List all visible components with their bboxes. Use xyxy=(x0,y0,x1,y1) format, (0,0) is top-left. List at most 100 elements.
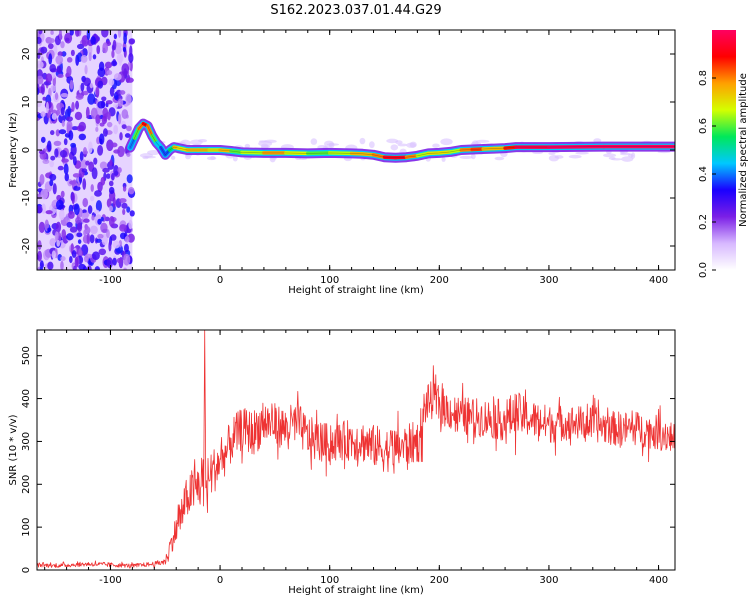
noise-blob xyxy=(50,85,56,92)
noise-blob xyxy=(55,199,64,211)
noise-blob xyxy=(92,251,100,261)
snr-frame xyxy=(36,329,676,571)
noise-blob xyxy=(102,128,108,137)
noise-blob xyxy=(86,233,91,245)
spectrogram-y-tick-label: 20 xyxy=(21,48,32,61)
noise-blob xyxy=(100,176,106,186)
ridge-halo xyxy=(575,151,589,155)
noise-blob xyxy=(117,30,122,38)
spectrogram-y-ticks: -20 -10 0 10 20 xyxy=(21,48,675,254)
noise-blob xyxy=(106,139,114,152)
snr-y-tick-label: 0 xyxy=(21,567,32,573)
noise-blob xyxy=(95,86,100,98)
snr-x-ticks: -100 0 100 200 300 400 xyxy=(44,330,668,586)
noise-blob xyxy=(123,267,127,270)
snr-x-tick-label: 100 xyxy=(320,575,339,586)
noise-blob xyxy=(49,64,57,73)
noise-blob xyxy=(111,49,115,59)
noise-blob xyxy=(78,121,87,132)
noise-blob xyxy=(104,61,112,69)
ridge-halo xyxy=(475,139,490,143)
noise-blob xyxy=(95,238,102,243)
colorbar-tick-label: 0.8 xyxy=(698,70,709,86)
ridge-halo xyxy=(494,156,505,161)
noise-blob xyxy=(94,190,102,197)
noise-blob xyxy=(56,109,60,116)
colorbar-label: Normalized spectral amplitude xyxy=(738,73,749,227)
noise-blob xyxy=(113,73,122,81)
noise-blob xyxy=(121,63,130,76)
ridge-halo xyxy=(548,152,556,155)
noise-blob xyxy=(37,205,43,214)
noise-blob xyxy=(72,173,81,178)
noise-blob xyxy=(92,54,97,60)
noise-blob xyxy=(89,234,95,244)
noise-blob xyxy=(99,133,105,145)
noise-blob xyxy=(56,66,62,74)
noise-blob xyxy=(49,179,54,187)
spectrogram-x-axis-label: Height of straight line (km) xyxy=(288,285,424,296)
noise-blob xyxy=(126,77,134,83)
noise-blob xyxy=(52,183,57,195)
noise-blob xyxy=(94,266,100,270)
noise-blob xyxy=(37,254,40,260)
spectrogram-x-ticks: -100 0 100 200 300 400 xyxy=(44,30,668,286)
noise-blob xyxy=(93,157,98,165)
noise-blob xyxy=(100,216,104,222)
snr-series xyxy=(37,330,675,569)
noise-blob xyxy=(126,174,133,184)
noise-blob xyxy=(126,125,132,132)
noise-blob xyxy=(99,161,108,170)
noise-blob xyxy=(126,206,131,213)
noise-blob xyxy=(106,229,110,239)
noise-blob xyxy=(61,158,69,163)
noise-blob xyxy=(97,218,102,225)
noise-blob xyxy=(111,173,115,181)
noise-blob xyxy=(80,82,85,92)
noise-blob xyxy=(57,165,64,171)
noise-blob xyxy=(40,46,48,54)
noise-blob xyxy=(37,87,40,95)
noise-blob xyxy=(97,233,104,239)
ridge-segment xyxy=(448,148,463,154)
snr-x-tick-label: 0 xyxy=(217,575,223,586)
noise-blob xyxy=(86,265,92,270)
noise-blob xyxy=(108,186,115,195)
noise-blob xyxy=(128,219,133,230)
noise-blob xyxy=(126,152,131,157)
noise-blob xyxy=(37,75,44,85)
colorbar-ticks: 0.0 0.2 0.4 0.6 0.8 xyxy=(698,70,716,278)
noise-blob xyxy=(106,173,111,179)
noise-blob xyxy=(129,45,133,58)
noise-blob xyxy=(95,126,99,132)
noise-blob xyxy=(59,149,68,158)
noise-blob xyxy=(76,222,83,232)
noise-blob xyxy=(87,93,96,105)
noise-blob xyxy=(121,124,127,130)
noise-blob xyxy=(112,39,117,51)
noise-blob xyxy=(117,145,125,158)
noise-blob xyxy=(37,52,41,60)
ridge-halo xyxy=(397,143,408,147)
noise-blob xyxy=(45,210,53,215)
ridge-segment xyxy=(360,152,376,157)
noise-blob xyxy=(69,30,74,36)
noise-blob xyxy=(73,203,80,216)
noise-blob xyxy=(76,232,83,238)
noise-blob xyxy=(82,90,89,96)
noise-blob xyxy=(63,163,69,175)
noise-blob xyxy=(84,64,88,75)
ridge-segment xyxy=(415,151,431,158)
noise-blob xyxy=(96,45,101,55)
noise-blob xyxy=(113,103,119,109)
noise-blob xyxy=(108,180,114,187)
noise-blob xyxy=(124,235,130,243)
noise-blob xyxy=(78,248,82,258)
ridge-segment xyxy=(404,154,420,159)
noise-blob xyxy=(125,93,132,106)
noise-blob xyxy=(128,38,136,45)
noise-blob xyxy=(47,227,52,233)
noise-blob xyxy=(109,86,115,97)
